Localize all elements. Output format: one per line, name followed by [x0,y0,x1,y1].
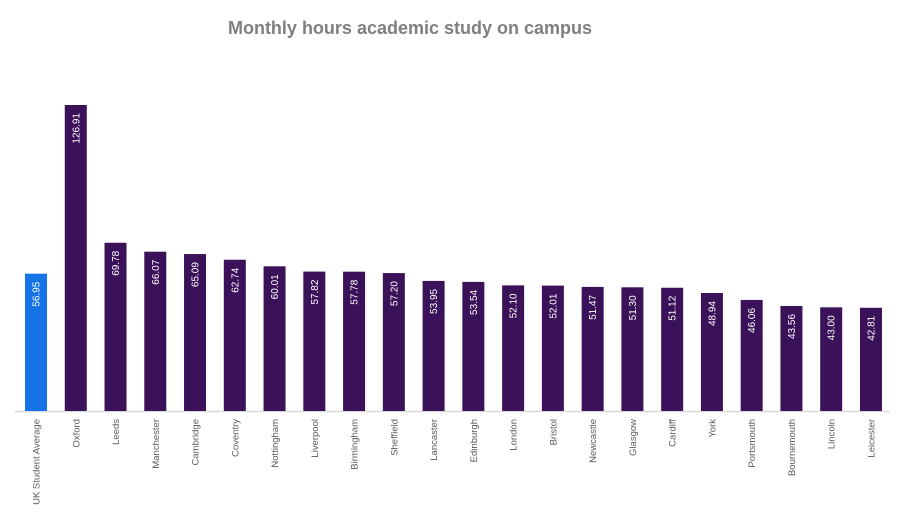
bar-birmingham [343,271,366,411]
category-label: Sheffield [389,419,400,456]
category-label: Cambridge [191,419,202,465]
bar-leeds [104,242,127,411]
data-label: 52.10 [509,293,520,318]
category-label: York [707,419,718,438]
bar-uk-student-average [25,273,47,411]
data-label: 126.91 [71,113,82,144]
category-label: Leicester [866,419,877,458]
category-label: London [509,419,520,451]
category-label: Leeds [111,419,122,445]
data-label: 51.47 [588,294,599,319]
category-label: Liverpool [310,419,321,458]
data-label: 57.20 [389,281,400,306]
bar-liverpool [303,271,326,411]
category-label: Bournemouth [787,419,798,476]
data-label: 43.00 [827,315,838,340]
category-label: Portsmouth [747,419,758,468]
bar-portsmouth [740,299,763,411]
bar-lancaster [422,280,445,411]
bar-bristol [541,285,564,411]
data-label: 42.81 [866,315,877,340]
category-label: Glasgow [628,419,639,456]
data-label: 51.12 [668,295,679,320]
data-label: 66.07 [151,259,162,284]
data-label: 46.06 [747,308,758,333]
data-label: 53.95 [429,288,440,313]
bar-cambridge [184,254,207,411]
bar-newcastle [581,286,604,411]
data-label: 53.54 [469,289,480,314]
data-label: 48.94 [707,301,718,326]
category-label: UK Student Average [32,419,43,505]
category-label: Lincoln [827,419,838,449]
category-label: Bristol [548,419,559,445]
data-label: 52.01 [548,293,559,318]
bar-oxford [64,105,87,411]
data-label: 51.30 [628,295,639,320]
category-label: Oxford [71,419,82,448]
bar-york [700,292,723,411]
bar-glasgow [621,287,644,411]
category-label: Coventry [230,419,241,457]
category-label: Birmingham [350,419,361,470]
category-label: Newcastle [588,419,599,463]
category-label: Manchester [151,419,162,469]
data-label: 57.78 [350,279,361,304]
bar-sheffield [382,273,405,411]
data-label: 43.56 [787,314,798,339]
bar-bournemouth [780,305,803,411]
data-label: 57.82 [310,279,321,304]
bar-manchester [144,251,167,411]
data-label: 56.95 [32,281,43,306]
category-label: Cardiff [668,419,679,447]
data-label: 60.01 [270,274,281,299]
category-label: Nottingham [270,419,281,468]
category-label: Edinburgh [469,419,480,462]
data-label: 65.09 [191,262,202,287]
chart-title: Monthly hours academic study on campus [227,18,593,38]
bar-coventry [223,259,246,411]
bar-lincoln [820,307,843,411]
bar-london [502,285,525,411]
category-label: Lancaster [429,419,440,461]
bar-nottingham [263,266,286,411]
bar-cardiff [661,287,684,411]
data-label: 62.74 [230,267,241,292]
bar-edinburgh [462,281,485,411]
bar-leicester [859,307,882,411]
data-label: 69.78 [111,250,122,275]
